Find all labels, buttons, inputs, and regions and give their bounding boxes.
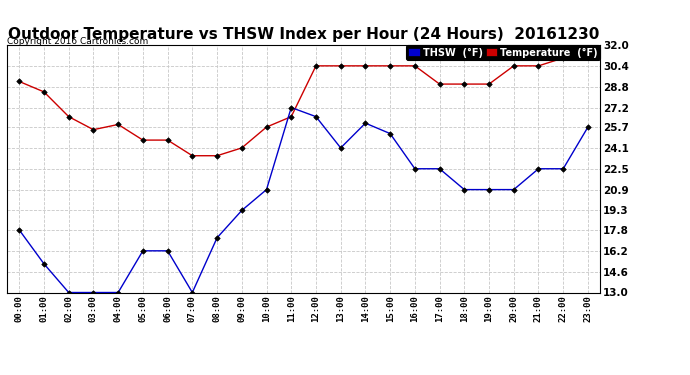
Legend: THSW  (°F), Temperature  (°F): THSW (°F), Temperature (°F) (406, 45, 600, 60)
Text: Copyright 2016 Cartronics.com: Copyright 2016 Cartronics.com (7, 38, 148, 46)
Title: Outdoor Temperature vs THSW Index per Hour (24 Hours)  20161230: Outdoor Temperature vs THSW Index per Ho… (8, 27, 600, 42)
